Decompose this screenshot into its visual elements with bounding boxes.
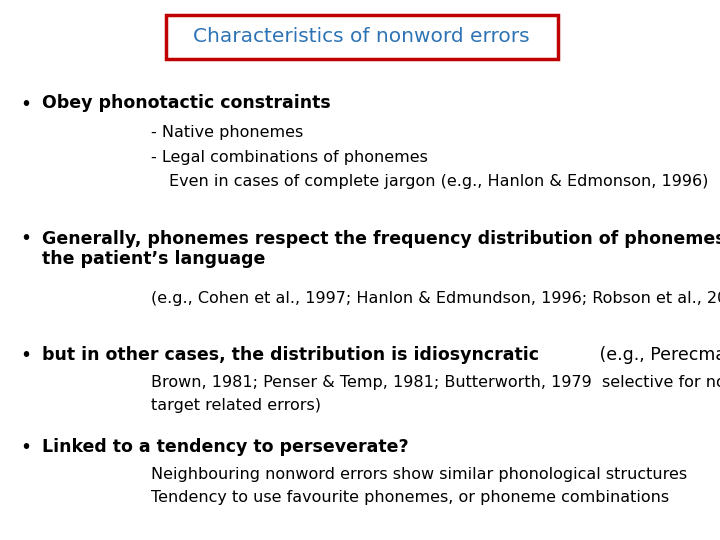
Text: Characteristics of nonword errors: Characteristics of nonword errors (193, 27, 530, 46)
Text: Linked to a tendency to perseverate?: Linked to a tendency to perseverate? (42, 438, 408, 456)
Text: Generally, phonemes respect the frequency distribution of phonemes in
the patien: Generally, phonemes respect the frequenc… (42, 230, 720, 268)
FancyBboxPatch shape (166, 15, 558, 59)
Text: Tendency to use favourite phonemes, or phoneme combinations: Tendency to use favourite phonemes, or p… (151, 490, 670, 505)
Text: Neighbouring nonword errors show similar phonological structures: Neighbouring nonword errors show similar… (151, 467, 688, 482)
Text: •: • (20, 230, 31, 248)
Text: (e.g., Perecman &: (e.g., Perecman & (594, 346, 720, 363)
Text: but in other cases, the distribution is idiosyncratic: but in other cases, the distribution is … (42, 346, 539, 363)
Text: Brown, 1981; Penser & Temp, 1981; Butterworth, 1979  selective for non-: Brown, 1981; Penser & Temp, 1981; Butter… (151, 375, 720, 390)
Text: •: • (20, 346, 31, 365)
Text: Obey phonotactic constraints: Obey phonotactic constraints (42, 94, 330, 112)
Text: •: • (20, 438, 31, 457)
Text: - Legal combinations of phonemes: - Legal combinations of phonemes (151, 150, 428, 165)
Text: •: • (20, 94, 31, 113)
Text: (e.g., Cohen et al., 1997; Hanlon & Edmundson, 1996; Robson et al., 2003,: (e.g., Cohen et al., 1997; Hanlon & Edmu… (151, 291, 720, 306)
Text: Even in cases of complete jargon (e.g., Hanlon & Edmonson, 1996): Even in cases of complete jargon (e.g., … (169, 174, 708, 189)
Text: - Native phonemes: - Native phonemes (151, 125, 303, 140)
Text: target related errors): target related errors) (151, 398, 321, 413)
